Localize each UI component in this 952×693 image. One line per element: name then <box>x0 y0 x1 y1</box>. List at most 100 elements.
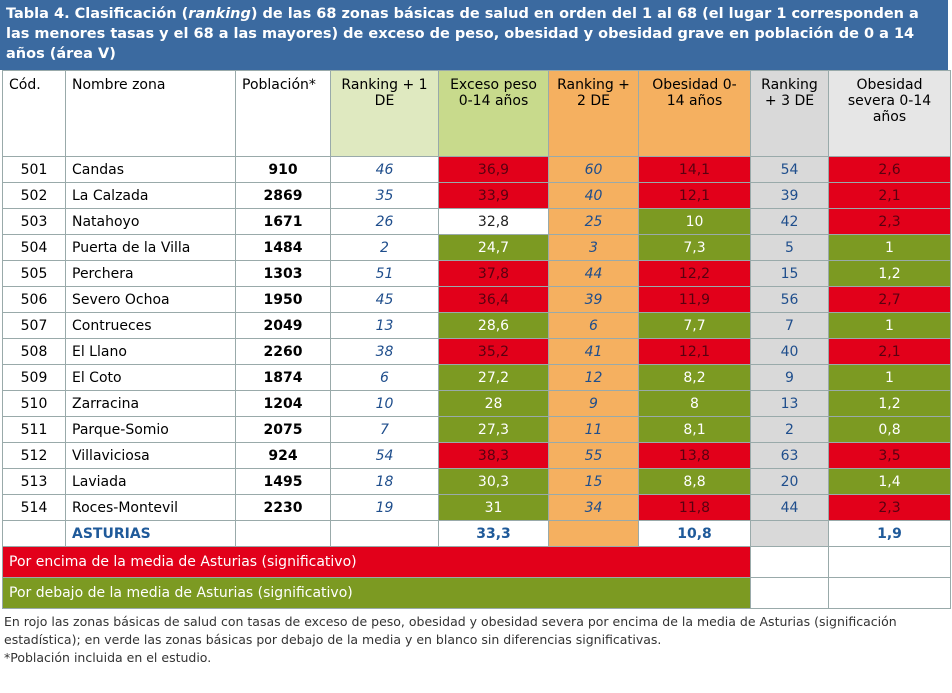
cell <box>235 520 331 547</box>
cell: 38,3 <box>438 442 549 469</box>
cell: 3,5 <box>828 442 951 469</box>
cell: 1204 <box>235 390 331 417</box>
cell: 44 <box>750 494 829 521</box>
cell: Zarracina <box>65 390 236 417</box>
cell: 7 <box>750 312 829 339</box>
cell: 15 <box>750 260 829 287</box>
cell: 514 <box>2 494 66 521</box>
cell: 2,1 <box>828 182 951 209</box>
cell: 8,2 <box>638 364 751 391</box>
cell: 14,1 <box>638 156 751 183</box>
cell: Natahoyo <box>65 208 236 235</box>
cell: 13,8 <box>638 442 751 469</box>
cell: 26 <box>330 208 439 235</box>
cell: 510 <box>2 390 66 417</box>
cell: 506 <box>2 286 66 313</box>
cell: 2260 <box>235 338 331 365</box>
column-header: Obesidad 0-14 años <box>638 70 751 157</box>
cell: 60 <box>548 156 639 183</box>
cell: 19 <box>330 494 439 521</box>
cell: La Calzada <box>65 182 236 209</box>
cell <box>828 577 951 609</box>
cell: 5 <box>750 234 829 261</box>
row: 514 Roces-Montevil 2230 19 31 34 11,8 44 2,3 <box>2 494 951 521</box>
legend-row: Por encima de la media de Asturias (sign… <box>2 546 951 578</box>
cell: 36,9 <box>438 156 549 183</box>
cell: 910 <box>235 156 331 183</box>
note: En rojo las zonas básicas de salud con t… <box>4 614 897 647</box>
cell: 1874 <box>235 364 331 391</box>
cell: 1 <box>828 312 951 339</box>
cell: 501 <box>2 156 66 183</box>
cell: 27,3 <box>438 416 549 443</box>
cell: 1671 <box>235 208 331 235</box>
cell: 35 <box>330 182 439 209</box>
cell: 509 <box>2 364 66 391</box>
cell: Puerta de la Villa <box>65 234 236 261</box>
cell: Severo Ochoa <box>65 286 236 313</box>
cell: 504 <box>2 234 66 261</box>
cell: 34 <box>548 494 639 521</box>
cell: 1950 <box>235 286 331 313</box>
cell: 56 <box>750 286 829 313</box>
cell: 33,9 <box>438 182 549 209</box>
row: 503 Natahoyo 1671 26 32,8 25 10 42 2,3 <box>2 208 951 235</box>
cell: 1,4 <box>828 468 951 495</box>
row: 513 Laviada 1495 18 30,3 15 8,8 20 1,4 <box>2 468 951 495</box>
table-title: Tabla 4. Clasificación (ranking) de las … <box>0 0 948 70</box>
cell: 51 <box>330 260 439 287</box>
cell <box>750 577 829 609</box>
cell: 45 <box>330 286 439 313</box>
cell: 503 <box>2 208 66 235</box>
note: *Población incluida en el estudio. <box>4 650 212 665</box>
cell: 2 <box>330 234 439 261</box>
cell: 2 <box>750 416 829 443</box>
cell: 28,6 <box>438 312 549 339</box>
cell: 13 <box>330 312 439 339</box>
cell: 1484 <box>235 234 331 261</box>
cell: 7 <box>330 416 439 443</box>
cell: 15 <box>548 468 639 495</box>
cell: 1,9 <box>828 520 951 547</box>
column-header: Ranking + 2 DE <box>548 70 639 157</box>
cell: 33,3 <box>438 520 549 547</box>
cell: 44 <box>548 260 639 287</box>
cell: 2,6 <box>828 156 951 183</box>
cell: 54 <box>750 156 829 183</box>
cell: Parque-Somio <box>65 416 236 443</box>
cell: 37,8 <box>438 260 549 287</box>
cell: 1 <box>828 364 951 391</box>
cell: 502 <box>2 182 66 209</box>
cell: 0,8 <box>828 416 951 443</box>
cell: 35,2 <box>438 338 549 365</box>
cell: 24,7 <box>438 234 549 261</box>
cell: 1303 <box>235 260 331 287</box>
cell: 12,2 <box>638 260 751 287</box>
cell: 2230 <box>235 494 331 521</box>
cell: Roces-Montevil <box>65 494 236 521</box>
cell: 32,8 <box>438 208 549 235</box>
cell: Contrueces <box>65 312 236 339</box>
cell: 1495 <box>235 468 331 495</box>
row: 506 Severo Ochoa 1950 45 36,4 39 11,9 56 2,7 <box>2 286 951 313</box>
notes: En rojo las zonas básicas de salud con t… <box>0 609 952 667</box>
cell: 28 <box>438 390 549 417</box>
cell: 46 <box>330 156 439 183</box>
cell: 10 <box>330 390 439 417</box>
cell: 18 <box>330 468 439 495</box>
column-header: Cód. <box>2 70 66 157</box>
cell: ASTURIAS <box>65 520 236 547</box>
cell: 11 <box>548 416 639 443</box>
cell: 1,2 <box>828 390 951 417</box>
cell <box>2 520 66 547</box>
column-header: Ranking + 3 DE <box>750 70 829 157</box>
cell: Candas <box>65 156 236 183</box>
cell: 7,3 <box>638 234 751 261</box>
cell: 8,1 <box>638 416 751 443</box>
cell: 20 <box>750 468 829 495</box>
legend-item: Por debajo de la media de Asturias (sign… <box>2 577 751 609</box>
cell: 8,8 <box>638 468 751 495</box>
cell: 55 <box>548 442 639 469</box>
cell: 507 <box>2 312 66 339</box>
column-header: Ranking + 1 DE <box>330 70 439 157</box>
